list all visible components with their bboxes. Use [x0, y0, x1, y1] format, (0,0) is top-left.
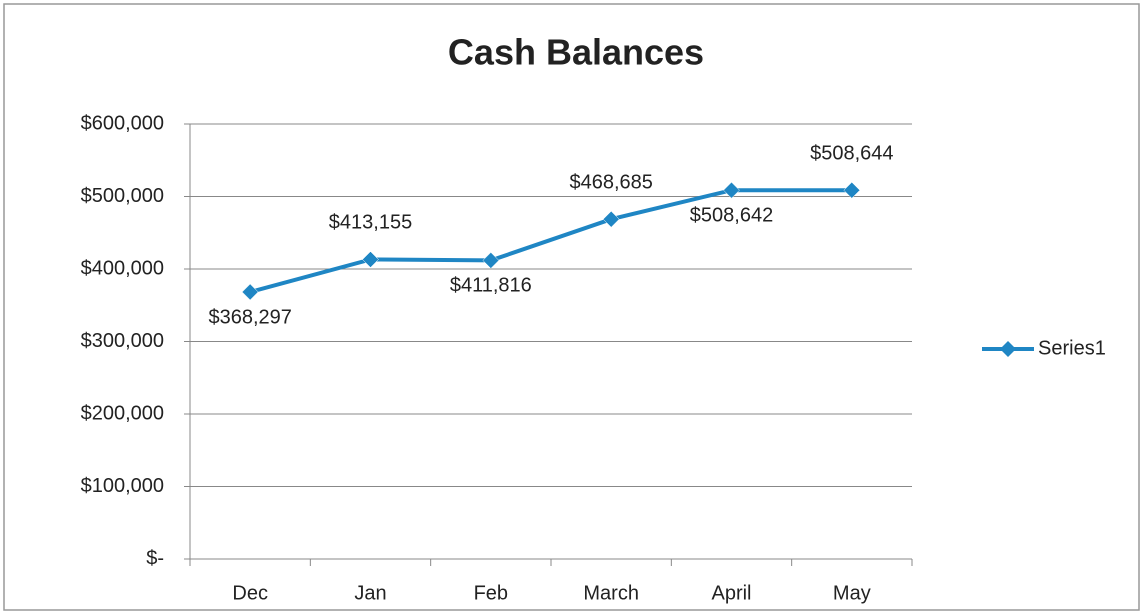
x-tick-label: May — [833, 582, 871, 604]
data-label: $368,297 — [208, 306, 291, 328]
x-tick-label: April — [711, 582, 751, 604]
legend-marker — [1000, 341, 1016, 357]
y-tick-label: $200,000 — [81, 402, 164, 424]
y-tick-label: $100,000 — [81, 475, 164, 497]
point — [482, 252, 500, 269]
x-tick-label: March — [583, 582, 639, 604]
y-tick-label: $400,000 — [81, 257, 164, 279]
point — [843, 181, 861, 199]
data-label: $411,816 — [450, 275, 532, 297]
y-tick-label: $- — [146, 547, 164, 569]
data-label: $413,155 — [329, 212, 412, 234]
y-tick-label: $500,000 — [81, 185, 164, 207]
chart-title: Cash Balances — [448, 32, 704, 73]
data-label: $508,644 — [810, 143, 893, 165]
y-tick-label: $600,000 — [81, 112, 164, 134]
legend-label: Series1 — [1038, 337, 1106, 359]
x-tick-label: Feb — [474, 582, 508, 604]
x-tick-label: Jan — [354, 582, 386, 604]
series-line — [249, 188, 852, 294]
point — [723, 181, 740, 199]
point — [602, 210, 620, 228]
data-label: $508,642 — [690, 205, 773, 227]
point — [362, 251, 379, 268]
data-label: $468,685 — [569, 171, 652, 193]
y-tick-label: $300,000 — [81, 330, 164, 352]
x-tick-label: Dec — [232, 582, 268, 604]
chart-frame — [3, 3, 1140, 611]
point — [241, 283, 259, 301]
